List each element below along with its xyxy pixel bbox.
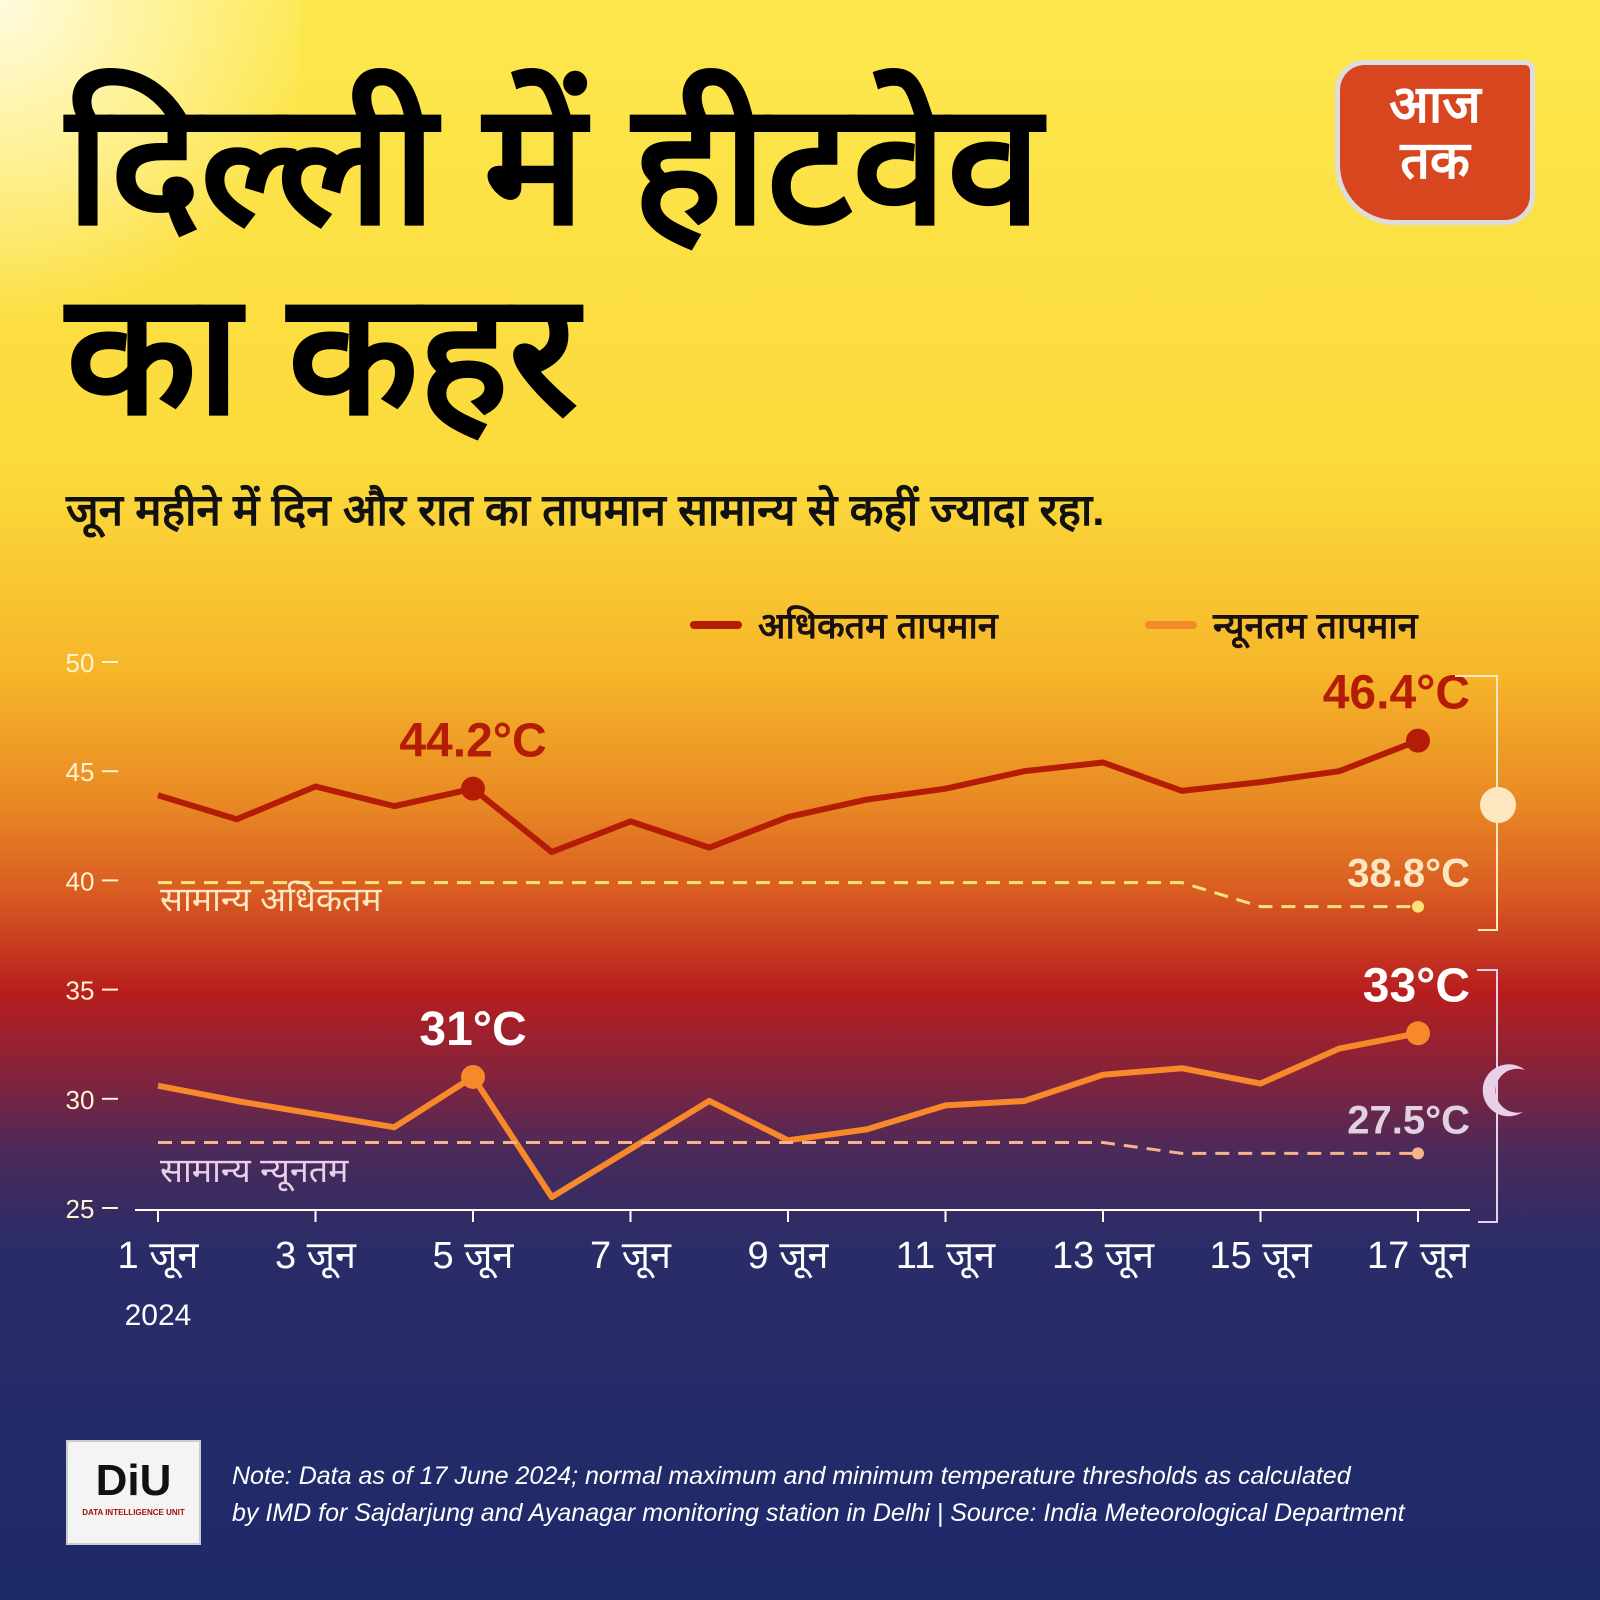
normal-max-label: सामान्य अधिकतम [160, 880, 382, 919]
series-line-1 [157, 737, 1420, 856]
normal-min-label: सामान्य न्यूनतम [160, 1152, 349, 1192]
legend-swatch-min [1145, 620, 1197, 629]
y-tick-label: 35 [66, 976, 95, 1006]
page-title: दिल्ली में हीटवेव का कहर [66, 70, 1296, 450]
value-label: 44.2°C [399, 715, 546, 768]
y-tick-label: 50 [66, 648, 95, 678]
highlight-point [1412, 900, 1424, 913]
year-label: 2024 [125, 1299, 192, 1332]
legend-min: न्यूनतम तापमान [1145, 600, 1418, 649]
value-label: 38.8°C [1347, 852, 1470, 896]
diu-logo-sub: DATA INTELLIGENCE UNIT [82, 1508, 185, 1517]
highlight-point [1406, 728, 1430, 753]
x-tick-label: 5 जून [433, 1235, 515, 1279]
legend-max: अधिकतम तापमान [690, 600, 998, 649]
logo-text-2: तक [1400, 132, 1470, 190]
temperature-chart: 25 30 35 40 45 50 1 जून 3 जून 5 जून 7 जून 9 जून 11 … [65, 648, 1525, 1332]
note-line-1: Note: Data as of 17 June 2024; normal ma… [232, 1462, 1351, 1490]
sun-icon [1480, 787, 1516, 823]
diu-logo-text: DiU [95, 1456, 172, 1505]
aajtak-logo: आज तक [1335, 60, 1535, 225]
value-label: 46.4°C [1323, 667, 1470, 720]
x-tick-label: 1 जून [118, 1235, 200, 1279]
moon-icon [1482, 1064, 1525, 1117]
legend-label-min: न्यूनतम तापमान [1213, 605, 1418, 646]
x-tick-label: 17 जून [1367, 1235, 1470, 1279]
title-line-1: दिल्ली में हीटवेव [66, 70, 1042, 260]
value-label: 33°C [1363, 959, 1470, 1012]
y-tick-label: 45 [66, 757, 95, 787]
highlight-point [461, 1064, 485, 1089]
x-tick-label: 13 जून [1052, 1235, 1155, 1279]
y-tick-label: 25 [66, 1194, 95, 1224]
x-tick-label: 7 जून [590, 1235, 672, 1279]
y-tick-label: 30 [66, 1085, 95, 1115]
footer-note: Note: Data as of 17 June 2024; normal ma… [232, 1458, 1562, 1532]
x-tick-label: 9 जून [748, 1235, 830, 1279]
highlight-point [1406, 1021, 1430, 1046]
diu-logo: DiU DATA INTELLIGENCE UNIT [66, 1440, 201, 1545]
note-line-2: by IMD for Sajdarjung and Ayanagar monit… [232, 1499, 1405, 1527]
logo-text-1: आज [1389, 76, 1481, 134]
subtitle: जून महीने में दिन और रात का तापमान सामान… [66, 486, 1105, 535]
legend-swatch-max [690, 620, 742, 629]
title-line-2: का कहर [66, 260, 579, 450]
x-tick-label: 3 जून [275, 1235, 357, 1279]
value-label: 27.5°C [1347, 1098, 1470, 1142]
y-tick-label: 40 [66, 866, 95, 896]
value-label: 31°C [419, 1003, 526, 1056]
x-tick-label: 11 जून [896, 1235, 996, 1279]
bracket-min [1477, 969, 1498, 1223]
highlight-point [1412, 1147, 1424, 1160]
legend-label-max: अधिकतम तापमान [758, 605, 998, 646]
highlight-point [461, 776, 485, 801]
x-tick-label: 15 जून [1209, 1235, 1312, 1279]
